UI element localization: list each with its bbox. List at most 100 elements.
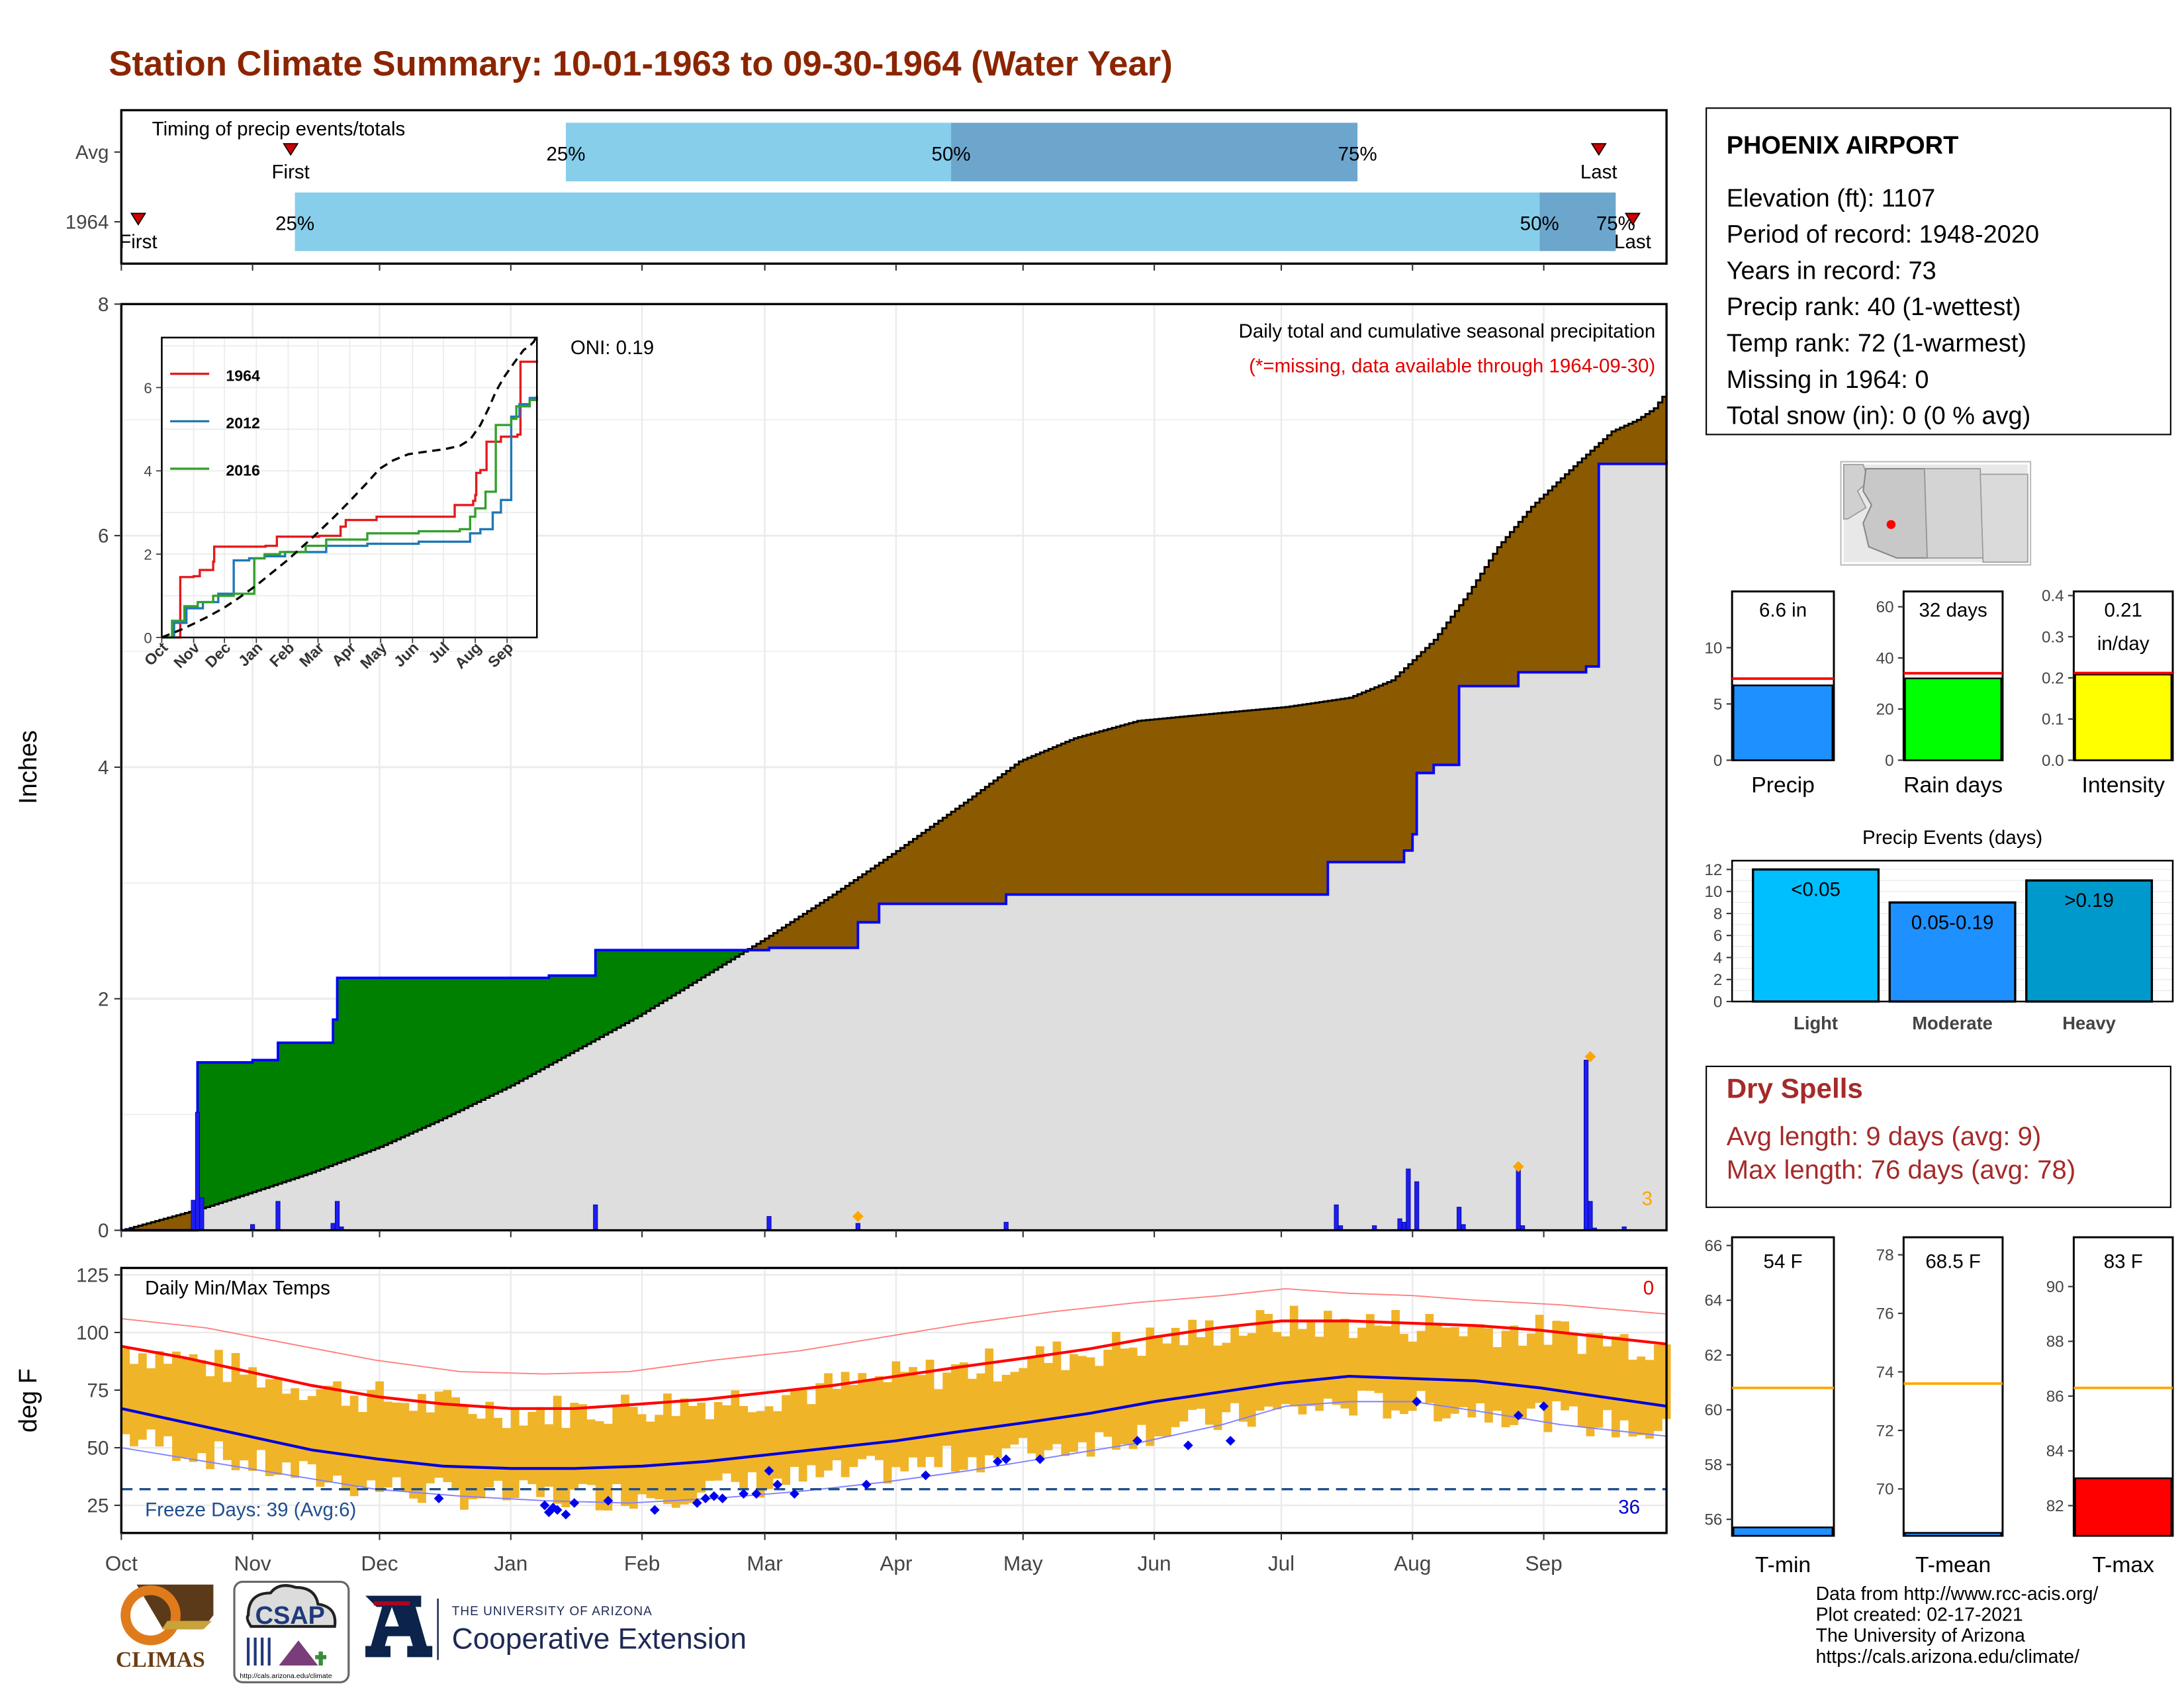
temp-month-label: Jul bbox=[1268, 1552, 1295, 1575]
credit-line-created: Plot created: 02-17-2021 bbox=[1815, 1604, 2023, 1625]
temp-month-label: Nov bbox=[234, 1552, 271, 1575]
mini-bar-ytick-label: 10 bbox=[1704, 639, 1722, 657]
mini-bar-panels: 6.6 in 0 5 10 Precip 32 days 0 20 40 60 Rain days 0… bbox=[1704, 587, 2174, 798]
timing-pct50: 50% bbox=[932, 143, 971, 165]
main-oni: ONI: 0.19 bbox=[570, 337, 654, 359]
page-title: Station Climate Summary: 10-01-1963 to 0… bbox=[109, 44, 1173, 84]
temp-bar-ytick-label: 64 bbox=[1704, 1292, 1722, 1310]
timing-bar-50-75 bbox=[951, 122, 1358, 181]
mini-bar-ytick-label: 5 bbox=[1713, 696, 1722, 714]
temp-month-label: Mar bbox=[747, 1552, 782, 1575]
temp-freeze-marker bbox=[709, 1491, 719, 1501]
temp-freeze-marker bbox=[717, 1493, 728, 1503]
temp-freeze-marker bbox=[603, 1495, 614, 1506]
temp-bar-ytick-label: 62 bbox=[1704, 1346, 1722, 1364]
main-daily-precip-bar bbox=[191, 1199, 196, 1231]
mini-bar-ytick-label: 0 bbox=[1885, 752, 1893, 770]
timing-label: Timing of precip events/totals bbox=[152, 118, 406, 140]
temp-ytick-label: 125 bbox=[76, 1264, 109, 1286]
main-daily-precip-bar bbox=[1516, 1168, 1521, 1231]
timing-panel: Timing of precip events/totals 25% 50% 75% F… bbox=[66, 109, 1668, 271]
events-frame bbox=[1731, 859, 2174, 1003]
temp-month-label: Jan bbox=[494, 1552, 527, 1575]
main-daily-precip-bar bbox=[195, 1111, 201, 1231]
events-ytick-label: 6 bbox=[1713, 927, 1722, 945]
temp-freeze-marker bbox=[1132, 1436, 1142, 1446]
ua-name: THE UNIVERSITY OF ARIZONA bbox=[451, 1604, 653, 1618]
timing-pct75: 75% bbox=[1338, 143, 1377, 165]
inset-legend-label: 2012 bbox=[226, 414, 260, 432]
events-bar-light bbox=[1752, 868, 1880, 1003]
csap-text: CSAP bbox=[255, 1602, 325, 1630]
arizona-a-logo bbox=[365, 1595, 433, 1658]
dry-spells-max: Max length: 76 days (avg: 78) bbox=[1726, 1156, 2076, 1186]
main-daily-precip-bar bbox=[1583, 1060, 1589, 1231]
temp-bar-xlabel: T-max bbox=[2092, 1552, 2154, 1577]
mini-bar-ytick-label: 60 bbox=[1876, 598, 1894, 616]
main-subtitle: Daily total and cumulative seasonal prec… bbox=[1239, 320, 1656, 342]
temp-bar-ytick-label: 72 bbox=[1876, 1422, 1894, 1440]
timing-pct25: 25% bbox=[546, 143, 585, 165]
main-daily-precip-bar bbox=[275, 1201, 281, 1231]
temp-count-high: 0 bbox=[1643, 1277, 1654, 1299]
timing-first-label: First bbox=[119, 231, 157, 253]
station-name: PHOENIX AIRPORT bbox=[1726, 131, 1959, 160]
dry-spells-box: Dry Spells Avg length: 9 days (avg: 9) M… bbox=[1706, 1065, 2171, 1208]
events-ytick-label: 0 bbox=[1713, 993, 1722, 1011]
main-ytick-label: 6 bbox=[98, 526, 109, 547]
temp-record-max-line bbox=[121, 1288, 1667, 1375]
dry-spells-title: Dry Spells bbox=[1726, 1074, 1863, 1105]
mini-bar-value bbox=[2074, 673, 2173, 761]
csap-url: http://cals.arizona.edu/climate bbox=[240, 1672, 332, 1680]
map-station-dot bbox=[1886, 520, 1896, 530]
mini-bar-ytick-label: 0.1 bbox=[2042, 711, 2064, 729]
temp-bar-ytick-label: 70 bbox=[1876, 1481, 1894, 1499]
temp-month-label: Dec bbox=[361, 1552, 398, 1575]
temp-bar-value-label: 83 F bbox=[2104, 1250, 2143, 1272]
logos: CLIMAS CSAP http://cals.arizona.edu/clim… bbox=[112, 1579, 753, 1683]
mini-bar-mini-intensity: 0.21 in/day 0.0 0.1 0.2 0.3 0.4 Intensity bbox=[2042, 587, 2174, 798]
mini-bar-value-label: 32 days bbox=[1919, 599, 1987, 621]
temp-freeze-marker bbox=[921, 1470, 931, 1481]
temp-bar-ytick-label: 90 bbox=[2046, 1278, 2064, 1296]
temp-freeze-marker bbox=[552, 1505, 563, 1515]
climas-logo: CLIMAS bbox=[116, 1584, 214, 1672]
temp-freeze-marker bbox=[561, 1509, 571, 1520]
temp-bar-ytick-label: 58 bbox=[1704, 1456, 1722, 1474]
temp-freeze-marker bbox=[1183, 1440, 1193, 1450]
main-corner-count: 3 bbox=[1642, 1188, 1653, 1210]
main-daily-precip-bar bbox=[1397, 1218, 1402, 1231]
timing-first-label: First bbox=[272, 162, 310, 183]
main-average-cumulative-line bbox=[121, 391, 1668, 1232]
temp-freeze-marker bbox=[751, 1489, 762, 1499]
mini-bar-mini-raindays: 32 days 0 20 40 60 Rain days bbox=[1876, 590, 2004, 798]
temp-bar-ytick-label: 88 bbox=[2046, 1333, 2064, 1351]
climas-text: CLIMAS bbox=[116, 1648, 205, 1672]
mini-bar-value-label: 0.21 bbox=[2105, 599, 2142, 621]
map-texas bbox=[1979, 473, 2028, 563]
inset-legend-label: 1964 bbox=[226, 367, 260, 384]
dry-spells-avg: Avg length: 9 days (avg: 9) bbox=[1726, 1123, 2042, 1152]
temp-bar-tmax: 83 F 82 84 86 88 90 T-max bbox=[2046, 1236, 2174, 1577]
timing-row-label: Avg bbox=[75, 142, 109, 164]
main-year-cumulative-line bbox=[121, 460, 1668, 1232]
temp-bar-ytick-label: 60 bbox=[1704, 1401, 1722, 1419]
mini-bar-ytick-label: 0.2 bbox=[2042, 669, 2064, 687]
timing-first-marker bbox=[130, 212, 146, 226]
mini-bar-value bbox=[1904, 677, 2003, 761]
temp-avg-max-line bbox=[120, 1319, 1667, 1410]
inset-legend-label: 2016 bbox=[226, 462, 260, 479]
temp-bar-value-label: 68.5 F bbox=[1925, 1250, 1981, 1272]
timing-last-marker bbox=[1590, 143, 1607, 156]
mini-bar-ytick-label: 0.3 bbox=[2042, 628, 2064, 646]
timing-last-label: Last bbox=[1614, 231, 1651, 253]
events-title: Precip Events (days) bbox=[1862, 827, 2042, 849]
temp-freeze-marker bbox=[739, 1489, 749, 1499]
mini-bar-mini-precip: 6.6 in 0 5 10 Precip bbox=[1704, 590, 1835, 798]
ua-extension: Cooperative Extension bbox=[451, 1623, 747, 1656]
temp-count-low: 36 bbox=[1618, 1496, 1640, 1518]
timing-pct25: 25% bbox=[275, 213, 314, 235]
temp-bar-ytick-label: 66 bbox=[1704, 1237, 1722, 1255]
temp-bar-xlabel: T-min bbox=[1755, 1552, 1811, 1577]
